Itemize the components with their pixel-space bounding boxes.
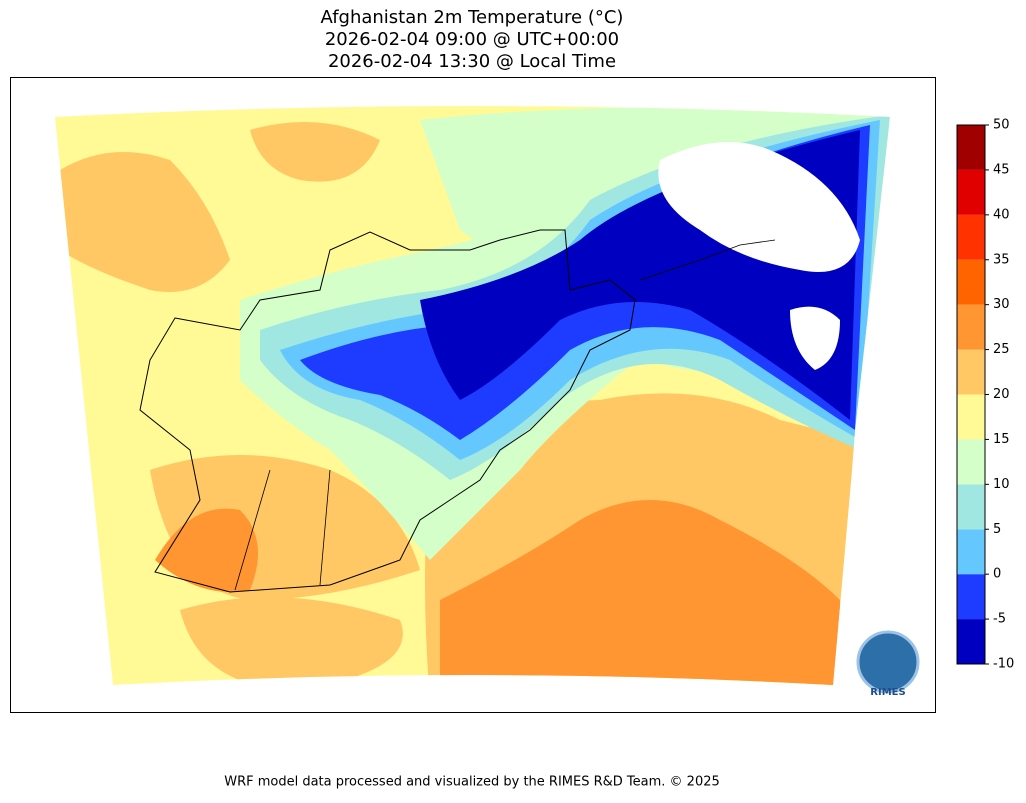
province-border (234, 239, 776, 591)
colorbar-segment (957, 169, 985, 215)
colorbar-tick-label: 50 (993, 118, 1010, 133)
colorbar-segment (957, 259, 985, 305)
colorbar-tick-label: -5 (993, 612, 1006, 627)
map (55, 106, 890, 685)
colorbar-tick-label: 35 (993, 252, 1010, 267)
footer: WRF model data processed and visualized … (224, 775, 720, 790)
title-line: 2026-02-04 13:30 @ Local Time (328, 51, 616, 72)
country-border (139, 229, 636, 593)
field (155, 508, 258, 592)
field (180, 597, 403, 685)
colorbar-segment (957, 349, 985, 395)
field (440, 500, 840, 685)
logo-mark (856, 630, 920, 694)
title-line: 2026-02-04 09:00 @ UTC+00:00 (325, 29, 619, 50)
colorbar-tick-label: -10 (993, 657, 1014, 672)
colorbar-segment (957, 125, 985, 170)
colorbar-tick-label: 15 (993, 432, 1010, 447)
map-frame (10, 77, 936, 713)
logo: RIMES (856, 630, 920, 698)
colorbar-tick-label: 30 (993, 297, 1010, 312)
field (60, 152, 230, 292)
field-white (658, 142, 860, 272)
colorbar-segment (957, 484, 985, 530)
title-line: Afghanistan 2m Temperature (°C) (321, 7, 624, 28)
colorbar-segment (957, 529, 985, 575)
colorbar-tick-label: 0 (993, 567, 1001, 582)
colorbar: -10 -5 0 5 10 15 20 25 30 35 40 45 50 (956, 118, 1014, 672)
colorbar-segment (957, 394, 985, 440)
colorbar-segment (957, 619, 985, 664)
logo-text: RIMES (870, 687, 905, 698)
field-white (790, 306, 840, 370)
colorbar-tick-label: 45 (993, 162, 1010, 177)
colorbar-segment (957, 574, 985, 620)
title: Afghanistan 2m Temperature (°C) 2026-02-… (321, 7, 624, 72)
colorbar-tick-label: 10 (993, 477, 1010, 492)
colorbar-segment (957, 304, 985, 350)
colorbar-tick-label: 20 (993, 387, 1010, 402)
colorbar-tick-label: 5 (993, 522, 1001, 537)
colorbar-segment (957, 439, 985, 485)
colorbar-tick-label: 25 (993, 342, 1010, 357)
colorbar-tick-label: 40 (993, 207, 1010, 222)
field (250, 122, 380, 182)
colorbar-segment (957, 214, 985, 260)
